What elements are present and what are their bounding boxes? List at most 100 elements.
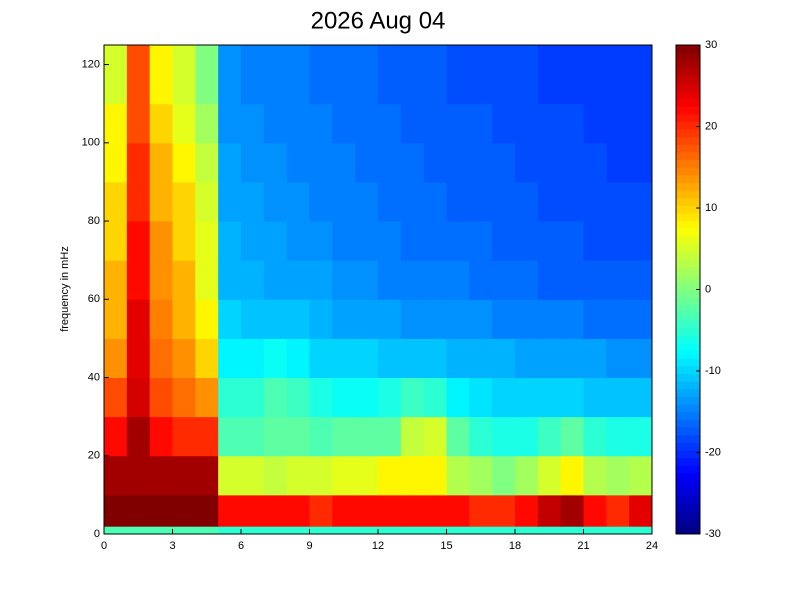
heat-cell: [629, 416, 653, 457]
colorbar-cell: [676, 289, 700, 298]
heat-cell: [241, 142, 265, 183]
heat-cell: [446, 103, 470, 144]
heat-cell: [583, 338, 607, 379]
heat-cell: [492, 181, 516, 222]
heat-cell: [606, 181, 630, 222]
heat-cell: [263, 526, 288, 535]
heat-cell: [218, 181, 242, 222]
heat-cell: [469, 416, 493, 457]
colorbar-cell: [676, 411, 700, 420]
heat-cell: [172, 299, 196, 339]
y-tick-label: 40: [88, 371, 100, 383]
heat-cell: [355, 494, 379, 527]
heat-cell: [218, 455, 242, 496]
heat-cell: [332, 299, 356, 339]
heat-cell: [423, 455, 447, 496]
heat-cell: [629, 221, 653, 261]
heat-cell: [126, 299, 151, 339]
x-tick-label: 12: [372, 540, 384, 552]
heat-cell: [492, 45, 516, 105]
heat-cell: [537, 299, 562, 339]
heat-cell: [537, 45, 562, 105]
heat-cell: [400, 260, 425, 300]
heat-cell: [560, 494, 584, 527]
heat-cell: [423, 299, 447, 339]
heat-cell: [400, 181, 425, 222]
heat-cell: [286, 260, 310, 300]
heat-cell: [492, 260, 516, 300]
colorbar-cell: [676, 197, 700, 206]
colorbar-cell: [676, 60, 700, 69]
colorbar-cell: [676, 427, 700, 436]
heat-cell: [195, 221, 219, 261]
heat-cell: [629, 338, 653, 379]
colorbar-cell: [676, 251, 700, 260]
heat-cell: [537, 103, 562, 144]
colorbar-tick-label: 30: [705, 39, 717, 51]
heat-cell: [218, 45, 242, 105]
heat-cell: [172, 455, 196, 496]
heat-cell: [629, 103, 653, 144]
heat-cell: [515, 338, 539, 379]
colorbar-cell: [676, 396, 700, 405]
heat-cell: [286, 142, 310, 183]
y-tick-label: 80: [88, 215, 100, 227]
heat-cell: [241, 181, 265, 222]
heat-cell: [332, 142, 356, 183]
colorbar-cell: [676, 266, 700, 275]
heat-cell: [218, 416, 242, 457]
heat-cell: [606, 103, 630, 144]
heat-cell: [195, 377, 219, 418]
heat-cell: [492, 526, 516, 535]
colorbar-cell: [676, 526, 700, 535]
heat-cell: [560, 181, 584, 222]
colorbar-cell: [676, 52, 700, 61]
heat-cell: [400, 494, 425, 527]
heat-cell: [172, 338, 196, 379]
colorbar-cell: [676, 518, 700, 527]
colorbar-cell: [676, 373, 700, 382]
heat-cell: [241, 45, 265, 105]
heat-cell: [263, 299, 288, 339]
heat-cell: [172, 416, 196, 457]
heat-cell: [629, 45, 653, 105]
x-tick-label: 24: [646, 540, 658, 552]
heat-cell: [400, 455, 425, 496]
colorbar-tick-label: -30: [705, 528, 721, 540]
heat-cell: [492, 416, 516, 457]
heat-cell: [629, 455, 653, 496]
heat-cell: [515, 45, 539, 105]
heat-cell: [126, 377, 151, 418]
heat-cell: [172, 494, 196, 527]
colorbar-cell: [676, 90, 700, 99]
heat-cell: [309, 45, 333, 105]
colorbar-cell: [676, 144, 700, 153]
heat-cell: [126, 221, 151, 261]
heat-cell: [629, 181, 653, 222]
colorbar-cell: [676, 136, 700, 145]
heat-cell: [149, 455, 173, 496]
heat-cell: [241, 221, 265, 261]
heat-cell: [400, 377, 425, 418]
heat-cell: [560, 260, 584, 300]
heat-cell: [446, 181, 470, 222]
heat-cell: [378, 181, 402, 222]
heat-cell: [537, 526, 562, 535]
x-tick-label: 3: [169, 540, 175, 552]
heat-cell: [515, 526, 539, 535]
heat-cell: [378, 338, 402, 379]
heat-cell: [469, 338, 493, 379]
heat-cell: [423, 494, 447, 527]
heat-cell: [263, 181, 288, 222]
heat-cell: [400, 416, 425, 457]
heat-cell: [195, 455, 219, 496]
heat-cell: [583, 260, 607, 300]
heat-cell: [332, 103, 356, 144]
heat-cell: [104, 221, 128, 261]
colorbar-cell: [676, 67, 700, 77]
heat-cell: [515, 416, 539, 457]
heat-cell: [446, 416, 470, 457]
x-tick-label: 0: [101, 540, 107, 552]
